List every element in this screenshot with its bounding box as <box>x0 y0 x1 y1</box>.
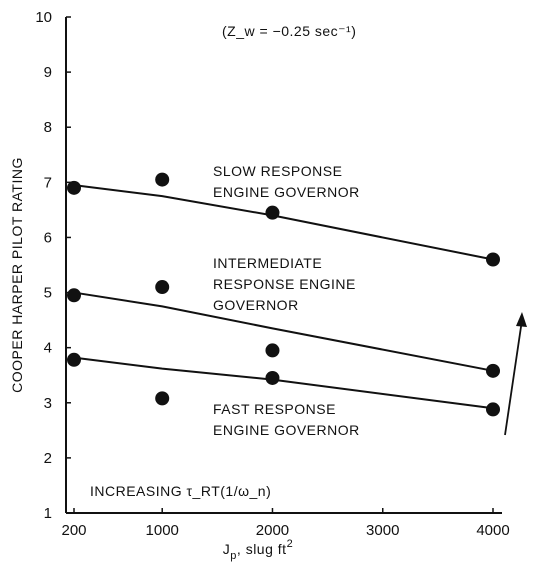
y-tick-label: 7 <box>44 174 52 191</box>
data-points <box>67 172 500 417</box>
x-tick-label: 1000 <box>146 522 179 539</box>
y-tick-label: 5 <box>44 285 52 302</box>
y-axis-title: COOPER HARPER PILOT RATING <box>9 157 25 393</box>
increasing-arrow <box>504 319 523 436</box>
data-point <box>265 370 280 385</box>
y-tick-label: 3 <box>44 395 52 412</box>
data-point <box>486 402 500 417</box>
data-point <box>486 252 500 267</box>
y-tick-label: 4 <box>44 340 52 357</box>
x-tick-label: 4000 <box>476 522 509 539</box>
y-tick-label: 8 <box>44 119 52 136</box>
data-point <box>265 343 280 358</box>
x-tick-label: 200 <box>61 522 86 539</box>
data-point <box>155 172 170 187</box>
series-labels: SLOW RESPONSE ENGINE GOVERNOR INTERMEDIATE… <box>213 163 360 438</box>
series-label-1: INTERMEDIATE RESPONSE ENGINE GOVERNOR <box>213 255 356 313</box>
condition-annotation: (Z_w = −0.25 sec⁻¹) <box>222 23 356 39</box>
increasing-annotation: INCREASING τ_RT(1/ω_n) <box>90 483 271 499</box>
y-tick-label: 9 <box>44 64 52 81</box>
data-point <box>155 391 170 406</box>
series-label-2: FAST RESPONSE ENGINE GOVERNOR <box>213 401 360 438</box>
fit-line-0 <box>73 184 494 261</box>
y-tick-label: 1 <box>44 505 52 522</box>
data-point <box>67 180 81 195</box>
y-tick-label: 6 <box>44 229 52 246</box>
arrow-head-icon <box>516 312 527 327</box>
data-point <box>486 363 500 378</box>
data-point <box>155 280 170 295</box>
tick-labels: 1 2 3 4 5 6 7 8 9 10 200 1000 2000 3000 4000 COOPER HAR… <box>9 9 510 562</box>
data-point <box>67 352 81 367</box>
x-tick-label: 2000 <box>256 522 289 539</box>
annotations: (Z_w = −0.25 sec⁻¹) INCREASING τ_RT(1/ω_n… <box>90 23 527 499</box>
axes <box>65 16 502 514</box>
x-axis-title: Jp, slug ft2 <box>223 538 293 562</box>
data-point <box>67 288 81 303</box>
x-tick-label: 3000 <box>366 522 399 539</box>
y-tick-label: 2 <box>44 450 52 467</box>
series-label-0: SLOW RESPONSE ENGINE GOVERNOR <box>213 163 360 200</box>
fit-line-1 <box>73 291 494 372</box>
fit-lines <box>73 184 494 410</box>
data-point <box>265 205 280 220</box>
fit-line-2 <box>73 356 494 410</box>
y-tick-label: 10 <box>35 9 52 26</box>
